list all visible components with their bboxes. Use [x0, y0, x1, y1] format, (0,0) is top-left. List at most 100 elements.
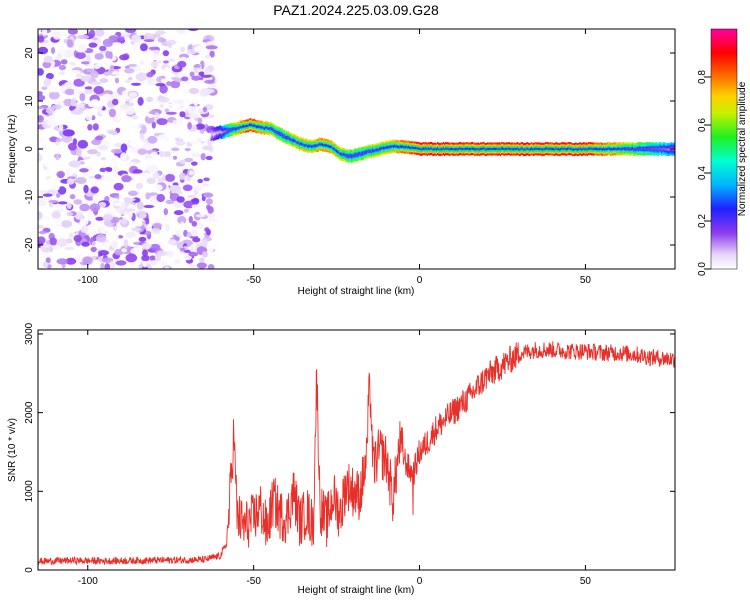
noise-blob	[67, 29, 78, 35]
ridge-cell	[464, 147, 467, 150]
noise-blob	[88, 29, 96, 38]
ridge-cell	[598, 148, 600, 151]
snr-x-label: Height of straight line (km)	[298, 585, 415, 596]
ridge-cell	[519, 148, 521, 151]
noise-blob	[104, 263, 111, 269]
ridge-cell	[243, 125, 245, 128]
ridge-cell	[227, 129, 230, 132]
ridge-cell	[428, 148, 431, 150]
noise-blob	[191, 220, 197, 227]
ridge-cell	[657, 148, 659, 151]
ridge-cell	[656, 148, 658, 151]
ridge-cell	[304, 144, 306, 147]
ridge-cell	[398, 146, 400, 149]
ridge-cell	[521, 147, 524, 150]
ridge-cell	[499, 148, 502, 151]
noise-blob	[195, 214, 206, 218]
noise-blob	[81, 61, 90, 65]
noise-blob	[117, 111, 122, 121]
ridge-cell	[365, 151, 367, 154]
noise-blob	[85, 113, 93, 121]
ridge-cell	[621, 147, 623, 150]
noise-blob	[55, 138, 63, 143]
noise-blob	[174, 259, 181, 264]
ridge-cell	[560, 148, 562, 151]
ridge-cell	[619, 147, 621, 150]
noise-blob	[182, 184, 193, 192]
noise-blob	[140, 112, 147, 117]
noise-blob	[197, 178, 203, 184]
noise-blob	[202, 88, 215, 94]
ridge-cell	[230, 128, 232, 131]
ridge-cell	[355, 154, 358, 157]
ridge-cell	[578, 148, 580, 150]
noise-blob	[90, 186, 99, 194]
ridge-cell	[442, 147, 445, 150]
ridge-cell	[222, 131, 224, 134]
noise-blob	[191, 75, 201, 81]
ridge-cell	[380, 148, 382, 150]
noise-blob	[42, 261, 49, 268]
ridge-cell	[416, 147, 418, 150]
ridge-cell	[599, 147, 601, 150]
noise-blob	[173, 210, 184, 216]
noise-blob	[203, 185, 209, 192]
ridge-cell	[493, 147, 496, 150]
ridge-cell	[337, 150, 339, 153]
noise-blob	[120, 97, 126, 105]
noise-blob	[132, 169, 143, 174]
noise-blob	[66, 212, 74, 217]
noise-blob	[145, 217, 150, 225]
noise-blob	[156, 193, 165, 203]
ridge-cell	[469, 148, 471, 151]
noise-blob	[92, 196, 98, 201]
ridge-cell	[342, 153, 345, 156]
noise-blob	[159, 97, 170, 103]
ridge-cell	[363, 151, 366, 154]
noise-blob	[164, 136, 170, 143]
ridge-cell	[452, 148, 454, 150]
ridge-cell	[515, 148, 518, 150]
noise-blob	[83, 184, 89, 194]
noise-blob	[96, 151, 101, 157]
ridge-cell	[591, 147, 593, 150]
ridge-cell	[291, 139, 294, 142]
figure-title: PAZ1.2024.225.03.09.G28	[273, 2, 439, 18]
noise-blob	[38, 115, 44, 123]
noise-blob	[41, 86, 48, 90]
ridge-cell	[274, 130, 276, 133]
ridge-cell	[399, 145, 402, 148]
y-tick-label: 3000	[24, 322, 35, 345]
ridge-cell	[462, 147, 464, 150]
ridge-cell	[406, 146, 409, 149]
noise-blob	[181, 76, 189, 82]
noise-blob	[38, 236, 46, 245]
ridge-cell	[439, 148, 441, 151]
noise-blob	[194, 185, 203, 192]
ridge-cell	[421, 147, 424, 150]
ridge-cell	[511, 147, 513, 150]
ridge-cell	[219, 130, 222, 133]
ridge-cell	[443, 148, 446, 151]
ridge-cell	[244, 125, 246, 128]
noise-blob	[186, 231, 192, 238]
ridge-cell	[596, 148, 598, 151]
ridge-cell	[297, 141, 299, 144]
ridge-cell	[245, 125, 247, 128]
noise-blob	[99, 50, 106, 54]
ridge-cell	[542, 148, 544, 151]
noise-blob	[128, 92, 138, 98]
noise-blob	[105, 167, 113, 172]
ridge-cell	[636, 147, 639, 150]
ridge-cell	[319, 143, 322, 146]
ridge-cell	[261, 126, 263, 129]
colorbar-tick-label: 0.2	[697, 214, 708, 228]
noise-blob	[60, 84, 67, 92]
noise-blob	[108, 198, 120, 202]
noise-blob	[77, 139, 89, 149]
noise-blob	[159, 150, 165, 158]
y-tick-label: 10	[24, 95, 35, 107]
noise-blob	[187, 106, 195, 114]
ridge-cell	[649, 147, 651, 150]
